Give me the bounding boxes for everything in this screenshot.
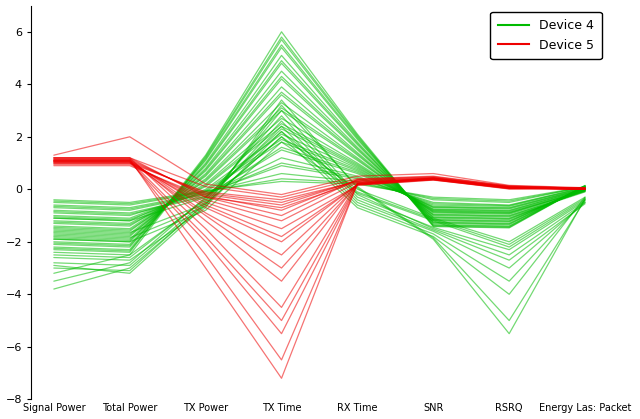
- Legend: Device 4, Device 5: Device 4, Device 5: [490, 12, 602, 59]
